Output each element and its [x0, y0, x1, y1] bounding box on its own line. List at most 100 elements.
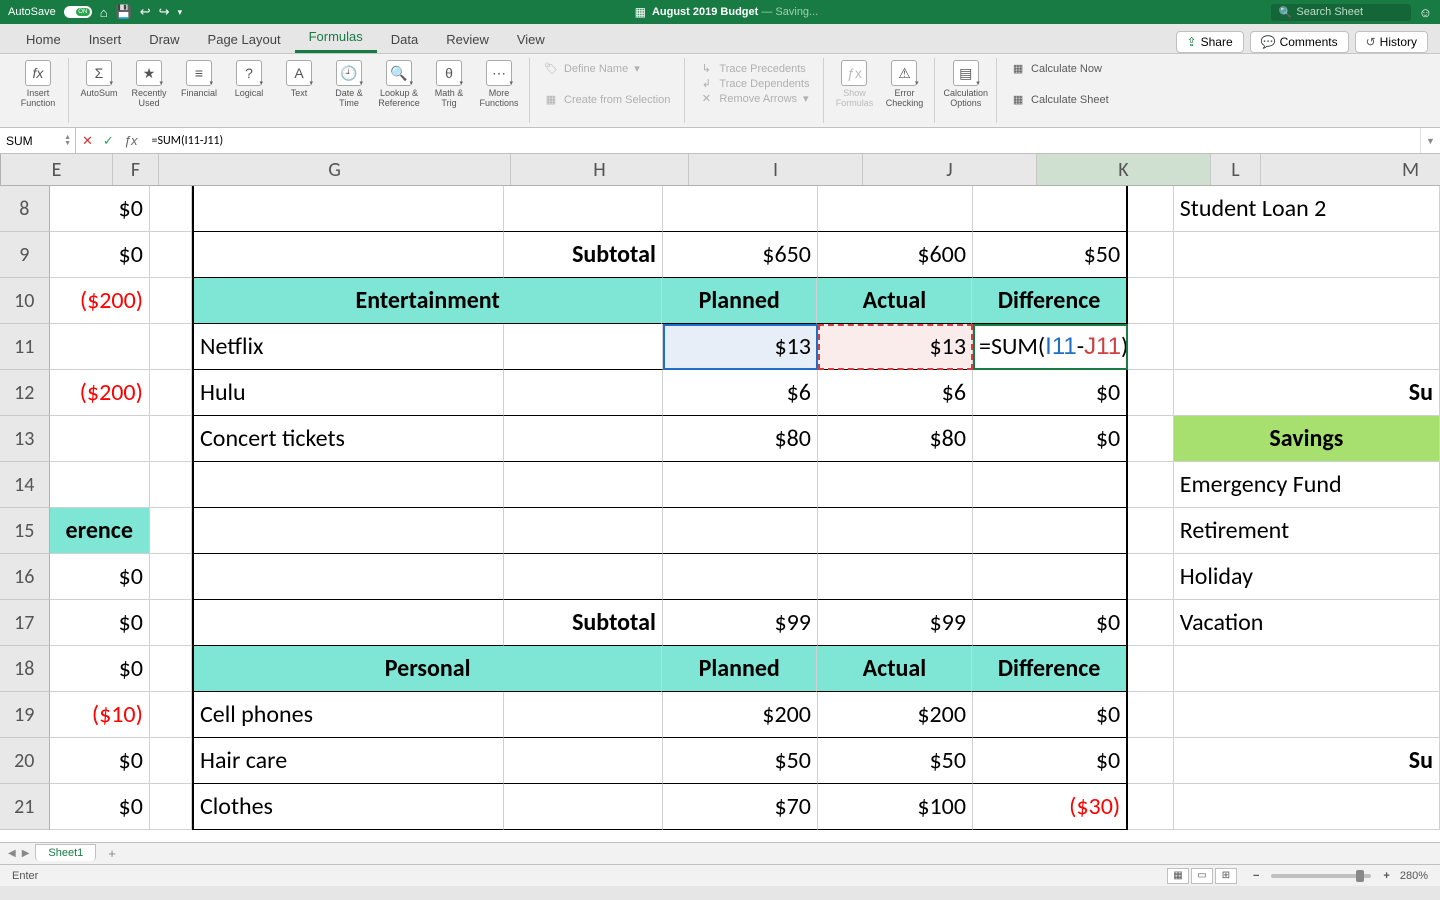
cell-K8[interactable] [973, 186, 1128, 232]
row-header-10[interactable]: 10 [0, 278, 50, 324]
cell-H20[interactable] [504, 738, 663, 784]
cell-I16[interactable] [663, 554, 818, 600]
tab-formulas[interactable]: Formulas [295, 23, 377, 53]
cell-G20[interactable]: Hair care [192, 738, 504, 784]
cell-J21[interactable]: $100 [818, 784, 973, 830]
cell-M17[interactable]: Vacation [1174, 600, 1440, 646]
cell-E8[interactable]: $0 [50, 186, 150, 232]
trace-dependents-button[interactable]: ↲Trace Dependents [699, 77, 809, 90]
tab-review[interactable]: Review [432, 26, 503, 53]
cell-J19[interactable]: $200 [818, 692, 973, 738]
cell-F10[interactable] [150, 278, 192, 324]
cell-E11[interactable] [50, 324, 150, 370]
cell-I11[interactable]: $13 [663, 324, 818, 370]
cell-J14[interactable] [818, 462, 973, 508]
formula-confirm-button[interactable]: ✓ [103, 133, 114, 149]
col-header-K[interactable]: K [1037, 154, 1211, 185]
row-header-18[interactable]: 18 [0, 646, 50, 692]
cell-J8[interactable] [818, 186, 973, 232]
cell-L14[interactable] [1128, 462, 1174, 508]
cell-J12[interactable]: $6 [818, 370, 973, 416]
create-from-selection-button[interactable]: ▦Create from Selection [544, 93, 670, 106]
cell-L16[interactable] [1128, 554, 1174, 600]
row-header-20[interactable]: 20 [0, 738, 50, 784]
col-header-E[interactable]: E [1, 154, 113, 185]
row-header-8[interactable]: 8 [0, 186, 50, 232]
zoom-slider[interactable] [1271, 874, 1371, 878]
define-name-button[interactable]: 🏷Define Name ▾ [544, 62, 670, 75]
cell-G18[interactable]: Personal [192, 646, 662, 692]
cell-F19[interactable] [150, 692, 192, 738]
cell-M10[interactable] [1174, 278, 1440, 324]
cell-H19[interactable] [504, 692, 663, 738]
cell-M20[interactable]: Su [1174, 738, 1440, 784]
cell-K11[interactable]: =SUM(I11-J11) [973, 324, 1128, 370]
cell-E13[interactable] [50, 416, 150, 462]
cell-K21[interactable]: ($30) [973, 784, 1128, 830]
cell-I19[interactable]: $200 [663, 692, 818, 738]
cell-J9[interactable]: $600 [818, 232, 973, 278]
spreadsheet-grid[interactable]: EFGHIJKLM 8$0Student Loan 29$0Subtotal$6… [0, 154, 1440, 842]
save-icon[interactable]: 💾 [116, 4, 132, 20]
col-header-J[interactable]: J [863, 154, 1037, 185]
cell-H9[interactable]: Subtotal [504, 232, 663, 278]
tab-data[interactable]: Data [377, 26, 432, 53]
cell-L13[interactable] [1128, 416, 1174, 462]
add-sheet-button[interactable]: + [102, 846, 122, 861]
math-trig-button[interactable]: θ▾Math & Trig [427, 60, 471, 108]
calculate-sheet-button[interactable]: ▦Calculate Sheet [1011, 93, 1109, 106]
cell-H8[interactable] [504, 186, 663, 232]
cell-I20[interactable]: $50 [663, 738, 818, 784]
name-box[interactable]: SUM ▲▼ [0, 128, 76, 153]
calc-options-button[interactable]: ▤▾Calculation Options [943, 60, 988, 108]
home-icon[interactable]: ⌂ [100, 5, 108, 20]
cell-F15[interactable] [150, 508, 192, 554]
cell-G12[interactable]: Hulu [192, 370, 504, 416]
cell-M12[interactable]: Su [1174, 370, 1440, 416]
recently-used-button[interactable]: ★▾Recently Used [127, 60, 171, 108]
cell-G16[interactable] [192, 554, 504, 600]
cell-J18[interactable]: Actual [817, 646, 972, 692]
more-functions-button[interactable]: ⋯▾More Functions [477, 60, 521, 108]
cell-H12[interactable] [504, 370, 663, 416]
cell-L9[interactable] [1128, 232, 1174, 278]
error-checking-button[interactable]: ⚠▾Error Checking [882, 60, 926, 108]
comments-button[interactable]: 💬Comments [1250, 31, 1349, 53]
cell-M16[interactable]: Holiday [1174, 554, 1440, 600]
cell-F12[interactable] [150, 370, 192, 416]
cell-F20[interactable] [150, 738, 192, 784]
col-header-G[interactable]: G [159, 154, 511, 185]
cell-M9[interactable] [1174, 232, 1440, 278]
cell-E10[interactable]: ($200) [50, 278, 150, 324]
cell-F14[interactable] [150, 462, 192, 508]
trace-precedents-button[interactable]: ↳Trace Precedents [699, 62, 809, 75]
cell-M14[interactable]: Emergency Fund [1174, 462, 1440, 508]
cell-G17[interactable] [192, 600, 504, 646]
row-header-15[interactable]: 15 [0, 508, 50, 554]
row-header-9[interactable]: 9 [0, 232, 50, 278]
share-button[interactable]: ⇪Share [1176, 31, 1244, 53]
col-header-M[interactable]: M [1261, 154, 1440, 185]
cell-G8[interactable] [192, 186, 504, 232]
cell-J15[interactable] [818, 508, 973, 554]
cell-K15[interactable] [973, 508, 1128, 554]
search-input[interactable]: 🔍 Search Sheet [1271, 4, 1411, 21]
cell-L20[interactable] [1128, 738, 1174, 784]
cell-I14[interactable] [663, 462, 818, 508]
cell-K19[interactable]: $0 [973, 692, 1128, 738]
datetime-button[interactable]: 🕘▾Date & Time [327, 60, 371, 108]
cell-K18[interactable]: Difference [972, 646, 1127, 692]
cell-G10[interactable]: Entertainment [192, 278, 662, 324]
cell-F18[interactable] [150, 646, 192, 692]
tab-page-layout[interactable]: Page Layout [194, 26, 295, 53]
text-button[interactable]: A▾Text [277, 60, 321, 98]
fx-icon[interactable]: ƒx [124, 133, 138, 148]
cell-L15[interactable] [1128, 508, 1174, 554]
cell-F17[interactable] [150, 600, 192, 646]
cell-J16[interactable] [818, 554, 973, 600]
view-page-layout-button[interactable]: ▭ [1191, 868, 1213, 884]
cell-F21[interactable] [150, 784, 192, 830]
sheet-tab[interactable]: Sheet1 [35, 844, 96, 861]
tab-insert[interactable]: Insert [75, 26, 136, 53]
row-header-16[interactable]: 16 [0, 554, 50, 600]
